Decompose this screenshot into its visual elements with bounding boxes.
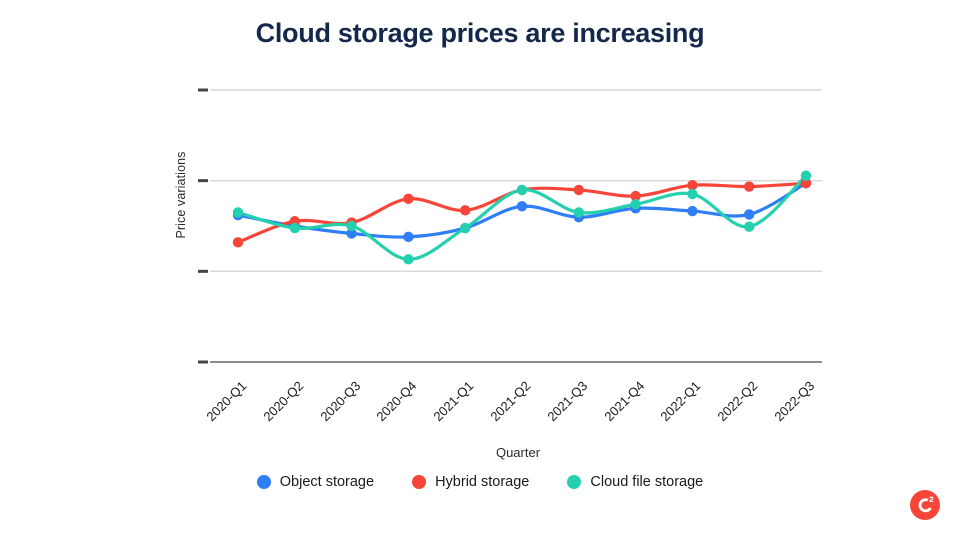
data-point[interactable]: [800, 170, 812, 181]
data-point[interactable]: [403, 193, 414, 204]
y-axis-ticks: [198, 88, 208, 364]
data-point[interactable]: [573, 207, 584, 218]
data-point[interactable]: [744, 209, 755, 220]
g2-logo[interactable]: [910, 490, 940, 520]
data-point[interactable]: [346, 228, 357, 239]
data-point[interactable]: [800, 177, 812, 189]
data-point[interactable]: [516, 184, 528, 196]
chart-title: Cloud storage prices are increasing: [255, 18, 705, 48]
data-point[interactable]: [573, 184, 584, 196]
data-point[interactable]: [687, 180, 698, 191]
legend-swatch-icon: [412, 475, 427, 489]
data-point[interactable]: [687, 188, 698, 200]
data-point[interactable]: [289, 222, 300, 234]
data-point[interactable]: [744, 181, 755, 192]
legend-swatch-icon: [256, 475, 271, 489]
data-point[interactable]: [460, 222, 471, 234]
data-point[interactable]: [232, 207, 244, 218]
series-markers: [232, 170, 812, 265]
legend-item-object-storage[interactable]: Object storage: [256, 474, 375, 490]
data-point[interactable]: [232, 237, 244, 248]
data-point[interactable]: [687, 205, 698, 217]
legend-label: Cloud file storage: [590, 474, 704, 490]
data-point[interactable]: [460, 205, 471, 216]
data-point[interactable]: [630, 199, 641, 210]
data-point[interactable]: [630, 190, 641, 202]
data-point[interactable]: [516, 201, 528, 212]
gridlines: [210, 89, 822, 363]
data-point[interactable]: [346, 220, 357, 232]
legend-item-hybrid-storage[interactable]: Hybrid storage: [412, 474, 529, 490]
y-axis-title: Price variations: [174, 151, 188, 239]
legend-label: Hybrid storage: [435, 474, 530, 490]
data-point[interactable]: [403, 254, 414, 265]
data-point[interactable]: [403, 231, 414, 243]
legend-item-cloud-file-storage[interactable]: Cloud file storage: [567, 474, 703, 490]
chart-legend: Object storage Hybrid storage Cloud file s…: [0, 474, 960, 490]
legend-label: Object storage: [279, 474, 375, 490]
legend-swatch-icon: [567, 475, 582, 489]
data-point[interactable]: [744, 221, 755, 232]
x-axis-title: Quarter: [495, 445, 541, 460]
g2-logo-icon: [910, 490, 940, 520]
